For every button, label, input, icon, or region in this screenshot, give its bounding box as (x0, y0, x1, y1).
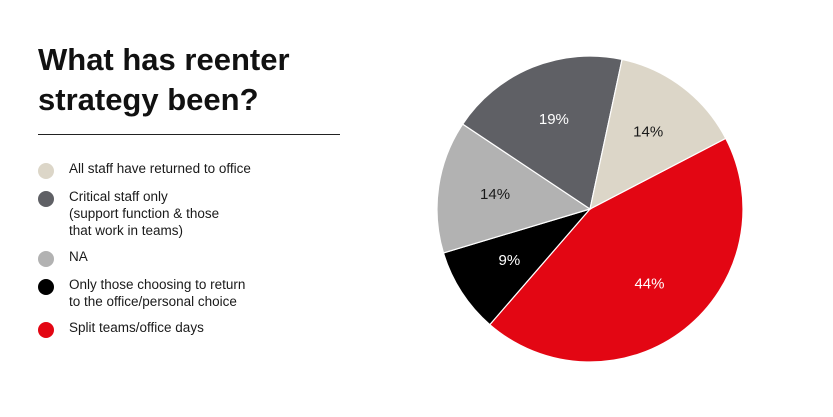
legend-swatch (38, 251, 54, 267)
legend-swatch (38, 163, 54, 179)
slice-value-label: 14% (480, 186, 510, 203)
legend-item: Only those choosing to return to the off… (38, 276, 338, 310)
legend-item: Split teams/office days (38, 319, 338, 338)
slice-value-label: 14% (633, 124, 663, 141)
legend-item: NA (38, 248, 338, 267)
pie-slice (442, 207, 592, 326)
slice-value-label: 9% (499, 252, 521, 269)
pie-slice (589, 58, 727, 211)
legend-label: Only those choosing to return to the off… (69, 277, 246, 309)
slice-value-label: 44% (634, 275, 664, 292)
slice-value-label: 19% (539, 111, 569, 128)
pie-slice (488, 137, 744, 363)
legend-swatch (38, 191, 54, 207)
legend-item: Critical staff only (support function & … (38, 188, 338, 239)
title-divider (38, 134, 340, 135)
legend-swatch (38, 322, 54, 338)
legend-swatch (38, 279, 54, 295)
legend-label: All staff have returned to office (69, 161, 251, 176)
chart-legend: All staff have returned to office Critica… (38, 160, 338, 347)
chart-title: What has reenter strategy been? (38, 42, 290, 117)
legend-label: Critical staff only (support function & … (69, 189, 220, 238)
legend-label: NA (69, 249, 88, 264)
pie-slice (461, 55, 623, 210)
legend-label: Split teams/office days (69, 320, 204, 335)
pie-slice (436, 123, 592, 254)
legend-item: All staff have returned to office (38, 160, 338, 179)
